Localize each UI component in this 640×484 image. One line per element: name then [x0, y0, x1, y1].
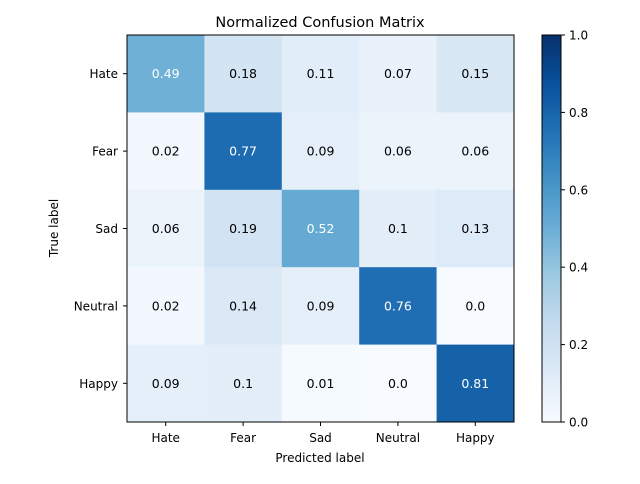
cell-value-label: 0.0	[388, 376, 408, 391]
heatmap-cell	[281, 267, 360, 346]
heatmap-cell	[436, 112, 515, 191]
cell-value-label: 0.07	[384, 66, 412, 81]
x-tick-label: Neutral	[376, 431, 420, 445]
heatmap-cell	[204, 112, 283, 191]
heatmap-cell	[204, 35, 283, 113]
y-tick-label: Hate	[90, 67, 118, 81]
colorbar-tick-label: 1.0	[569, 29, 588, 43]
cell-value-label: 0.09	[152, 376, 180, 391]
heatmap-cell	[281, 344, 360, 423]
cell-value-label: 0.76	[384, 298, 412, 313]
heatmap-cell	[436, 35, 515, 113]
heatmap-cell	[359, 189, 438, 268]
heatmap-cell	[127, 344, 205, 423]
cell-value-label: 0.1	[388, 221, 408, 236]
y-tick-label: Sad	[95, 222, 118, 236]
cell-value-label: 0.1	[233, 376, 253, 391]
x-tick-label: Fear	[230, 431, 256, 445]
cell-value-label: 0.77	[229, 144, 257, 159]
heatmap-cell	[436, 267, 515, 346]
heatmap-cell	[359, 344, 438, 423]
colorbar-tick-label: 0.8	[569, 106, 588, 120]
colorbar-tick-label: 0.4	[569, 261, 588, 275]
x-tick-label: Hate	[151, 431, 179, 445]
heatmap-cell	[204, 344, 283, 423]
y-tick-label: Happy	[79, 377, 118, 391]
heatmap-cell	[436, 344, 515, 423]
colorbar-ticks: 0.0 0.2 0.4 0.6 0.8 1.0	[561, 29, 588, 430]
colorbar-tick-label: 0.0	[569, 416, 588, 430]
heatmap-cell	[127, 35, 205, 113]
heatmap-cell	[359, 35, 438, 113]
y-tick-label: Neutral	[74, 299, 118, 313]
y-axis-label: True label	[47, 199, 61, 258]
heatmap-cell	[359, 112, 438, 191]
cell-value-label: 0.52	[307, 221, 335, 236]
cell-value-label: 0.02	[152, 298, 180, 313]
cell-value-label: 0.11	[307, 66, 335, 81]
heatmap-cell	[281, 189, 360, 268]
heatmap-cell	[127, 267, 205, 346]
cell-value-label: 0.09	[307, 144, 335, 159]
cell-value-label: 0.01	[307, 376, 335, 391]
cell-value-label: 0.19	[229, 221, 257, 236]
heatmap-cell-labels: 0.49 0.18 0.11 0.07 0.15 0.02 0.77 0.09 0.06 0.06…	[152, 66, 489, 391]
cell-value-label: 0.06	[384, 144, 412, 159]
cell-value-label: 0.09	[307, 298, 335, 313]
cell-value-label: 0.06	[152, 221, 180, 236]
colorbar	[541, 34, 562, 423]
cell-value-label: 0.81	[461, 376, 489, 391]
cell-value-label: 0.02	[152, 144, 180, 159]
heatmap-cell	[436, 189, 515, 268]
heatmap-cell	[204, 189, 283, 268]
colorbar-tick-label: 0.2	[569, 338, 588, 352]
cell-value-label: 0.14	[229, 298, 257, 313]
heatmap-cell	[281, 35, 360, 113]
x-axis-label: Predicted label	[275, 451, 364, 465]
heatmap-cell	[204, 267, 283, 346]
cell-value-label: 0.06	[461, 144, 489, 159]
heatmap-cell	[127, 189, 205, 268]
y-axis-ticks: Hate Fear Sad Neutral Happy	[74, 67, 127, 391]
chart-title: Normalized Confusion Matrix	[215, 15, 425, 31]
heatmap-cell	[359, 267, 438, 346]
cell-value-label: 0.0	[465, 298, 485, 313]
cell-value-label: 0.13	[461, 221, 489, 236]
cell-value-label: 0.49	[152, 66, 180, 81]
cell-value-label: 0.15	[461, 66, 489, 81]
heatmap-cell	[127, 112, 205, 191]
heatmap-cells	[127, 35, 515, 423]
x-tick-label: Happy	[456, 431, 495, 445]
x-axis-ticks: Hate Fear Sad Neutral Happy	[151, 422, 495, 445]
cell-value-label: 0.18	[229, 66, 257, 81]
y-tick-label: Fear	[92, 145, 118, 159]
x-tick-label: Sad	[309, 431, 332, 445]
colorbar-tick-label: 0.6	[569, 183, 588, 197]
heatmap-cell	[281, 112, 360, 191]
